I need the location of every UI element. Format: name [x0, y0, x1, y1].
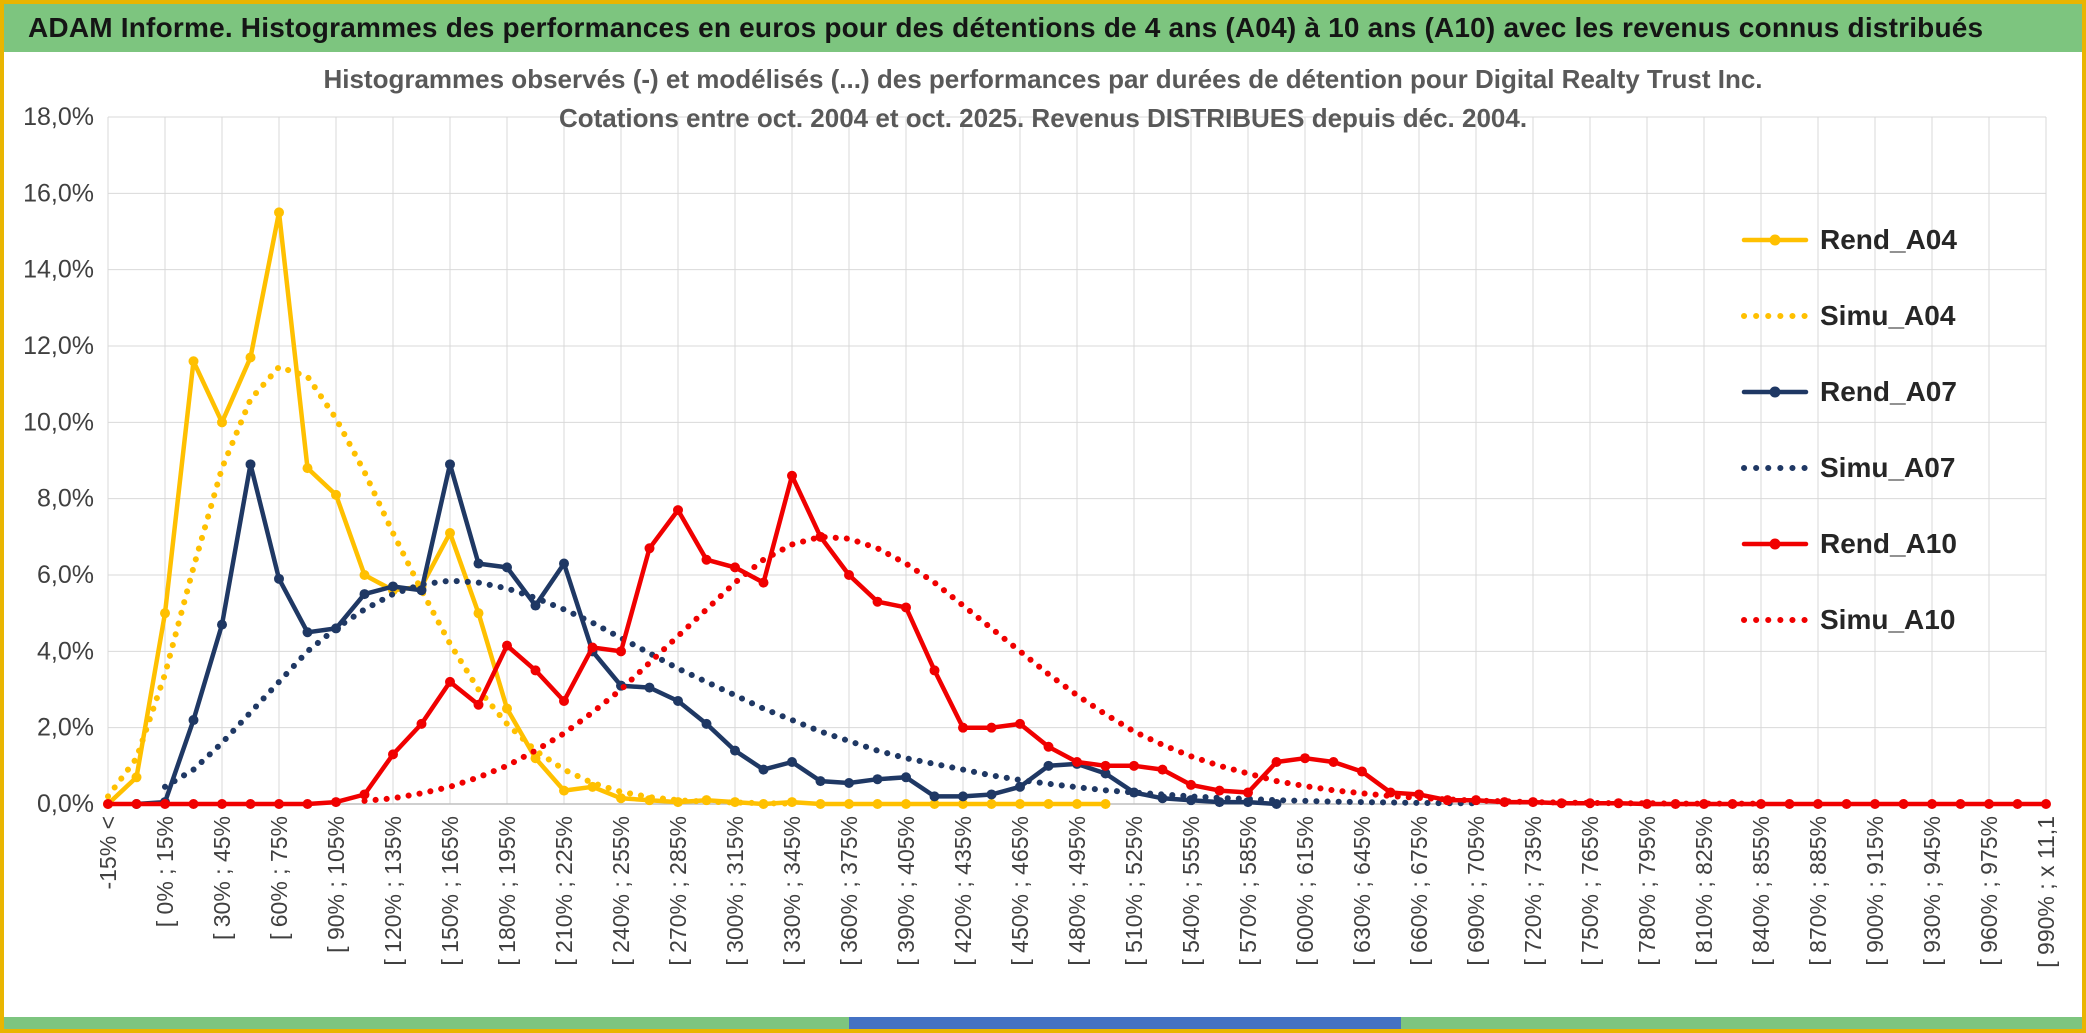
svg-text:8,0%: 8,0% [37, 485, 94, 513]
svg-text:[ 0% ; 15%: [ 0% ; 15% [152, 816, 178, 927]
svg-text:[ 990% ; x 11,1: [ 990% ; x 11,1 [2033, 816, 2059, 968]
svg-text:[ 60% ; 75%: [ 60% ; 75% [266, 816, 292, 940]
document-header: ADAM Informe. Histogrammes des performan… [4, 4, 2082, 52]
legend-item-simu_a10[interactable]: Simu_A10 [1740, 582, 1957, 658]
svg-text:[ 390% ; 405%: [ 390% ; 405% [893, 816, 919, 966]
chart-canvas[interactable]: 0,0% 2,0% 4,0% 6,0% 8,0% 10,0% 12,0% 14,0% 16,0%… [4, 52, 2082, 1017]
svg-text:[ 690% ; 705%: [ 690% ; 705% [1463, 816, 1489, 966]
bottom-bar [4, 1017, 2082, 1029]
svg-text:10,0%: 10,0% [23, 408, 94, 436]
svg-text:[ 270% ; 285%: [ 270% ; 285% [665, 816, 691, 966]
legend-label: Rend_A04 [1820, 224, 1957, 255]
svg-text:4,0%: 4,0% [37, 637, 94, 665]
svg-text:[ 750% ; 765%: [ 750% ; 765% [1577, 816, 1603, 966]
page-title: ADAM Informe. Histogrammes des performan… [28, 12, 1984, 43]
legend-label: Simu_A07 [1820, 452, 1956, 483]
legend-line-sample [1741, 538, 1809, 550]
svg-text:[ 600% ; 615%: [ 600% ; 615% [1292, 816, 1318, 966]
svg-text:[ 660% ; 675%: [ 660% ; 675% [1406, 816, 1432, 966]
performance-histogram-plot: 0,0% 2,0% 4,0% 6,0% 8,0% 10,0% 12,0% 14,0% 16,0%… [23, 103, 2059, 968]
svg-text:6,0%: 6,0% [37, 561, 94, 589]
svg-text:[ 240% ; 255%: [ 240% ; 255% [608, 816, 634, 966]
svg-text:[ 210% ; 225%: [ 210% ; 225% [551, 816, 577, 966]
svg-text:14,0%: 14,0% [23, 256, 94, 284]
legend-line-sample [1741, 465, 1809, 471]
svg-text:16,0%: 16,0% [23, 179, 94, 207]
svg-text:2,0%: 2,0% [37, 714, 94, 742]
svg-text:[ 420% ; 435%: [ 420% ; 435% [950, 816, 976, 966]
svg-text:[ 570% ; 585%: [ 570% ; 585% [1235, 816, 1261, 966]
svg-text:0,0%: 0,0% [37, 790, 94, 818]
svg-text:[ 930% ; 945%: [ 930% ; 945% [1919, 816, 1945, 966]
legend-label: Simu_A04 [1820, 300, 1956, 331]
svg-text:[ 720% ; 735%: [ 720% ; 735% [1520, 816, 1546, 966]
svg-text:[ 300% ; 315%: [ 300% ; 315% [722, 816, 748, 966]
legend-line-sample [1741, 386, 1809, 398]
svg-text:[ 120% ; 135%: [ 120% ; 135% [380, 816, 406, 966]
legend-line-sample [1741, 617, 1809, 623]
svg-text:[ 960% ; 975%: [ 960% ; 975% [1976, 816, 2002, 966]
svg-text:[ 450% ; 465%: [ 450% ; 465% [1007, 816, 1033, 966]
legend-line-sample [1741, 313, 1809, 319]
svg-text:[ 480% ; 495%: [ 480% ; 495% [1064, 816, 1090, 966]
svg-text:12,0%: 12,0% [23, 332, 94, 360]
svg-text:[ 510% ; 525%: [ 510% ; 525% [1121, 816, 1147, 966]
legend-item-rend_a10[interactable]: Rend_A10 [1740, 506, 1957, 582]
svg-text:[ 180% ; 195%: [ 180% ; 195% [494, 816, 520, 966]
horizontal-scrollbar-thumb[interactable] [849, 1017, 1401, 1029]
legend-line-sample [1741, 234, 1809, 246]
svg-text:-15% <: -15% < [95, 816, 121, 890]
svg-text:[ 360% ; 375%: [ 360% ; 375% [836, 816, 862, 966]
svg-text:[ 630% ; 645%: [ 630% ; 645% [1349, 816, 1375, 966]
chart-legend: Rend_A04 Simu_A04 Rend_A07 Simu_A07 Rend_A10… [1740, 202, 1957, 658]
legend-label: Simu_A10 [1820, 604, 1956, 635]
legend-label: Rend_A07 [1820, 376, 1957, 407]
svg-text:[ 900% ; 915%: [ 900% ; 915% [1862, 816, 1888, 966]
legend-label: Rend_A10 [1820, 528, 1957, 559]
svg-text:[ 780% ; 795%: [ 780% ; 795% [1634, 816, 1660, 966]
svg-text:[ 810% ; 825%: [ 810% ; 825% [1691, 816, 1717, 966]
legend-item-rend_a07[interactable]: Rend_A07 [1740, 354, 1957, 430]
svg-text:[ 30% ; 45%: [ 30% ; 45% [209, 816, 235, 940]
svg-text:[ 150% ; 165%: [ 150% ; 165% [437, 816, 463, 966]
svg-text:[ 840% ; 855%: [ 840% ; 855% [1748, 816, 1774, 966]
svg-text:[ 90% ; 105%: [ 90% ; 105% [323, 816, 349, 953]
svg-text:[ 330% ; 345%: [ 330% ; 345% [779, 816, 805, 966]
svg-text:18,0%: 18,0% [23, 103, 94, 131]
legend-item-simu_a07[interactable]: Simu_A07 [1740, 430, 1957, 506]
svg-text:[ 870% ; 885%: [ 870% ; 885% [1805, 816, 1831, 966]
legend-item-rend_a04[interactable]: Rend_A04 [1740, 202, 1957, 278]
svg-text:[ 540% ; 555%: [ 540% ; 555% [1178, 816, 1204, 966]
legend-item-simu_a04[interactable]: Simu_A04 [1740, 278, 1957, 354]
